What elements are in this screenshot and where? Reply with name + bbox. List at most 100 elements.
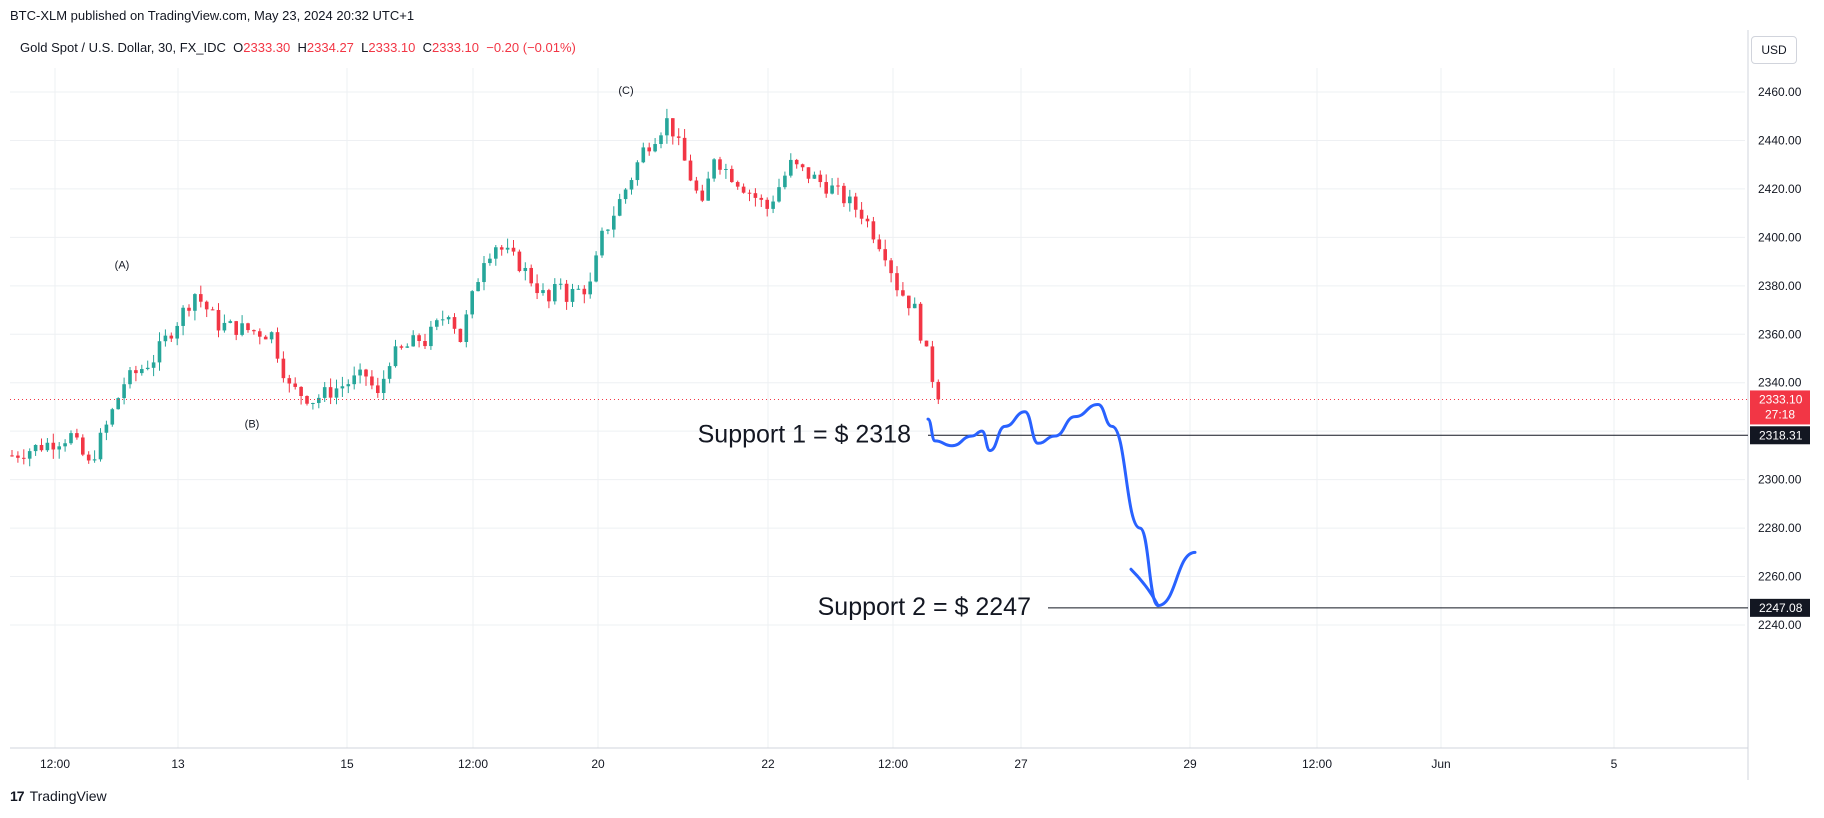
candle-body — [912, 303, 917, 309]
candle-body — [494, 247, 498, 259]
x-tick-label: 12:00 — [878, 757, 908, 771]
candle-body — [423, 341, 427, 347]
support-label: Support 2 = $ 2247 — [818, 593, 1031, 621]
candle-body — [263, 336, 268, 340]
candle-body — [258, 331, 262, 337]
candle-body — [499, 247, 504, 250]
candle-body — [824, 182, 828, 194]
candle-body — [110, 409, 115, 425]
candle-body — [759, 197, 764, 200]
candle-body — [694, 180, 699, 191]
candle-body — [936, 381, 941, 400]
candle-body — [317, 397, 321, 404]
y-tick-label: 2280.00 — [1758, 521, 1802, 535]
candle-body — [877, 239, 882, 250]
candle-body — [783, 175, 787, 188]
change-value: −0.20 (−0.01%) — [486, 40, 576, 55]
candle-body — [228, 321, 233, 323]
candle-body — [724, 168, 728, 170]
axes: 2240.00 2260.00 2280.00 2300.00 2320.00 2340.… — [10, 30, 1802, 780]
candle-body — [659, 135, 663, 145]
x-tick-label: 20 — [591, 757, 605, 771]
y-tick-label: 2380.00 — [1758, 279, 1802, 293]
close-value: 2333.10 — [432, 40, 479, 55]
candle-body — [476, 282, 480, 292]
candle-body — [665, 118, 669, 136]
candle-body — [145, 367, 150, 370]
candle-body — [370, 376, 374, 386]
candle-body — [322, 387, 327, 398]
y-tick-label: 2420.00 — [1758, 182, 1802, 196]
candle-body — [895, 273, 899, 291]
candle-body — [346, 384, 351, 387]
high-label: H — [297, 40, 307, 55]
candle-body — [564, 283, 569, 302]
candle-body — [582, 288, 587, 295]
support-label: Support 1 = $ 2318 — [698, 420, 911, 448]
candle-body — [86, 454, 91, 461]
candle-body — [741, 186, 746, 193]
wave-label: (C) — [618, 85, 633, 97]
currency-button[interactable]: USD — [1751, 36, 1797, 64]
candle-body — [458, 328, 463, 342]
x-tick-label: 22 — [761, 757, 775, 771]
candle-body — [440, 319, 445, 321]
candle-body — [128, 370, 132, 385]
support-price-tag — [1750, 598, 1810, 617]
candle-body — [446, 317, 451, 320]
candle-body — [69, 433, 73, 444]
support-price-label: 2318.31 — [1759, 428, 1803, 442]
candle-body — [381, 378, 386, 394]
candle-body — [328, 387, 333, 398]
candle-body — [753, 193, 758, 198]
candle-body — [871, 221, 876, 240]
brand-label: TradingView — [29, 788, 107, 804]
candle-body — [635, 162, 640, 181]
candle-body — [706, 178, 710, 201]
candle-body — [293, 383, 297, 387]
y-tick-label: 2260.00 — [1758, 570, 1802, 584]
candle-body — [151, 362, 156, 368]
candle-body — [92, 459, 97, 461]
candle-body — [405, 346, 410, 348]
candle-body — [39, 444, 44, 451]
candles — [10, 108, 941, 467]
candle-body — [901, 290, 905, 296]
candle-body — [682, 137, 687, 161]
candle-body — [187, 307, 191, 311]
tradingview-logo-icon: 17 — [10, 788, 25, 804]
candle-body — [411, 335, 415, 347]
high-value: 2334.27 — [306, 40, 354, 55]
symbol-label: Gold Spot / U.S. Dollar, 30, FX_IDC — [20, 40, 226, 55]
publish-info: BTC-XLM published on TradingView.com, Ma… — [10, 8, 415, 23]
wave-label: (A) — [115, 260, 130, 272]
candle-body — [222, 322, 227, 331]
candle-body — [511, 247, 516, 252]
low-value: 2333.10 — [368, 40, 416, 55]
candle-body — [340, 386, 345, 389]
candle-body — [594, 255, 598, 282]
x-tick-label: 5 — [1611, 757, 1618, 771]
candle-body — [122, 384, 126, 399]
candle-body — [924, 340, 929, 347]
x-tick-label: 27 — [1014, 757, 1028, 771]
candle-body — [653, 144, 657, 152]
candle-body — [352, 375, 356, 385]
tradingview-brand[interactable]: 17 TradingView — [10, 788, 107, 804]
candle-body — [287, 378, 292, 384]
candle-body — [157, 341, 162, 363]
x-tick-label: Jun — [1431, 757, 1450, 771]
candle-body — [576, 288, 581, 290]
candle-body — [612, 215, 616, 230]
candle-body — [175, 325, 179, 339]
candle-body — [712, 159, 716, 179]
candle-body — [907, 295, 911, 309]
candle-body — [417, 335, 421, 342]
x-tick-label: 13 — [171, 757, 185, 771]
candle-body — [311, 403, 315, 405]
candle-body — [830, 185, 834, 194]
support-price-tag — [1750, 426, 1810, 445]
candle-body — [240, 323, 244, 335]
candle-body — [269, 332, 274, 340]
